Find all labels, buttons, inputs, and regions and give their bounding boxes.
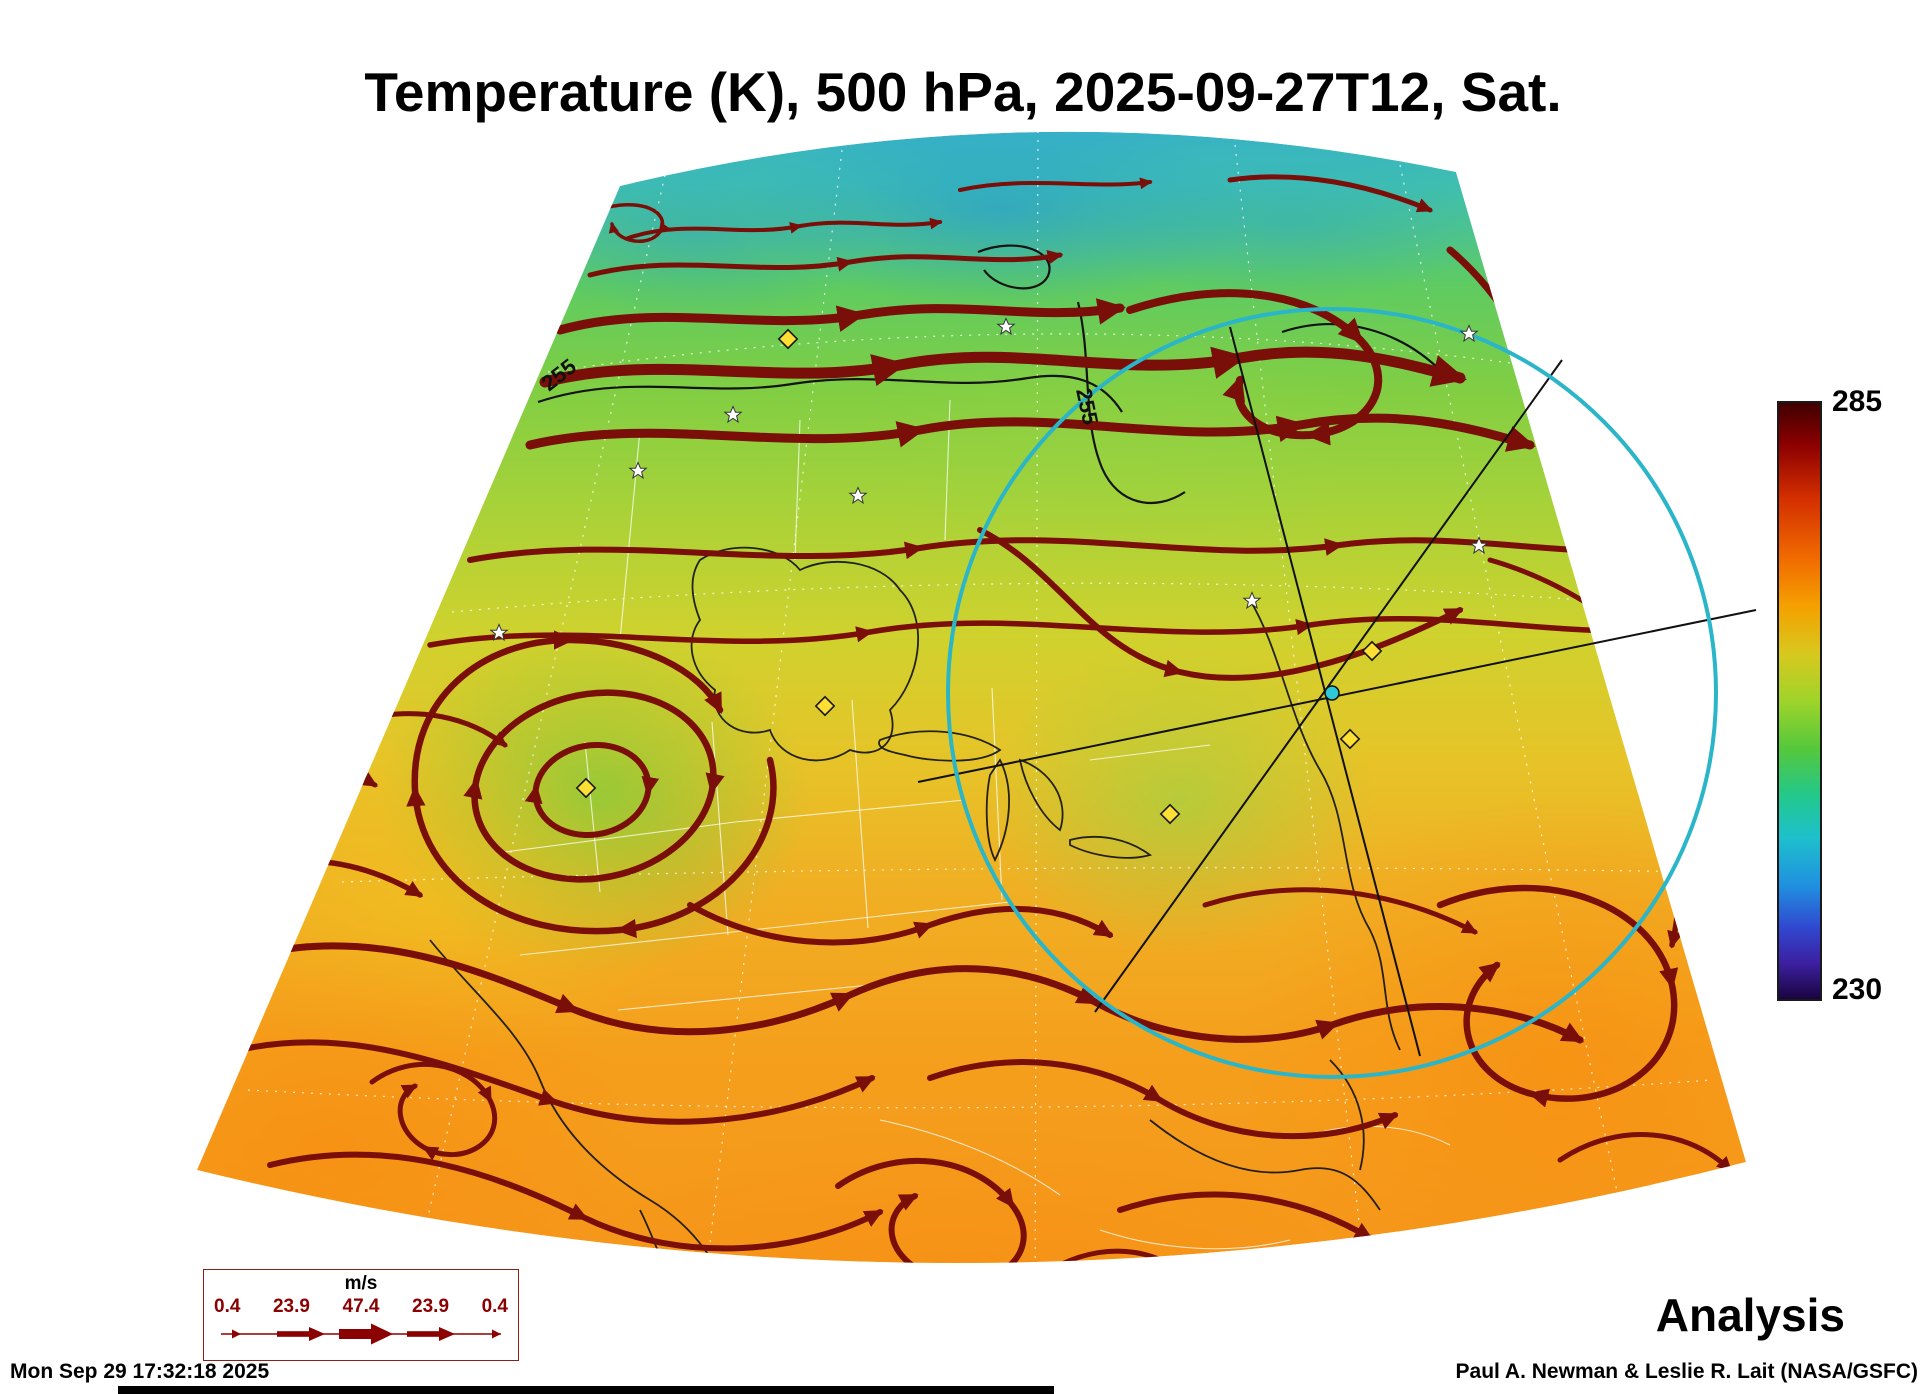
footer-timestamp: Mon Sep 29 17:32:18 2025 — [10, 1360, 270, 1383]
colorbar — [1777, 401, 1822, 1001]
wind-speed-legend: m/s 0.4 23.9 47.4 23.9 0.4 — [203, 1269, 519, 1361]
colorbar-min-label: 230 — [1832, 973, 1883, 1006]
colorbar-max-label: 285 — [1832, 385, 1883, 418]
legend-value-4: 0.4 — [481, 1296, 508, 1317]
legend-value-3: 23.9 — [412, 1296, 450, 1317]
bottom-black-bar — [118, 1386, 1054, 1394]
legend-value-0: 0.4 — [214, 1296, 241, 1317]
legend-values: 0.4 23.9 47.4 23.9 0.4 — [204, 1296, 518, 1318]
wind-arrow-scale-icon — [221, 1323, 501, 1345]
range-circle — [946, 307, 1718, 1079]
legend-units-label: m/s — [344, 1273, 378, 1294]
center-marker — [1324, 685, 1340, 701]
footer-credit: Paul A. Newman & Leslie R. Lait (NASA/GS… — [1455, 1360, 1918, 1383]
page-title: Temperature (K), 500 hPa, 2025-09-27T12,… — [364, 61, 1562, 123]
analysis-label: Analysis — [1655, 1289, 1845, 1341]
legend-value-2: 47.4 — [342, 1296, 380, 1317]
legend-value-1: 23.9 — [272, 1296, 310, 1317]
